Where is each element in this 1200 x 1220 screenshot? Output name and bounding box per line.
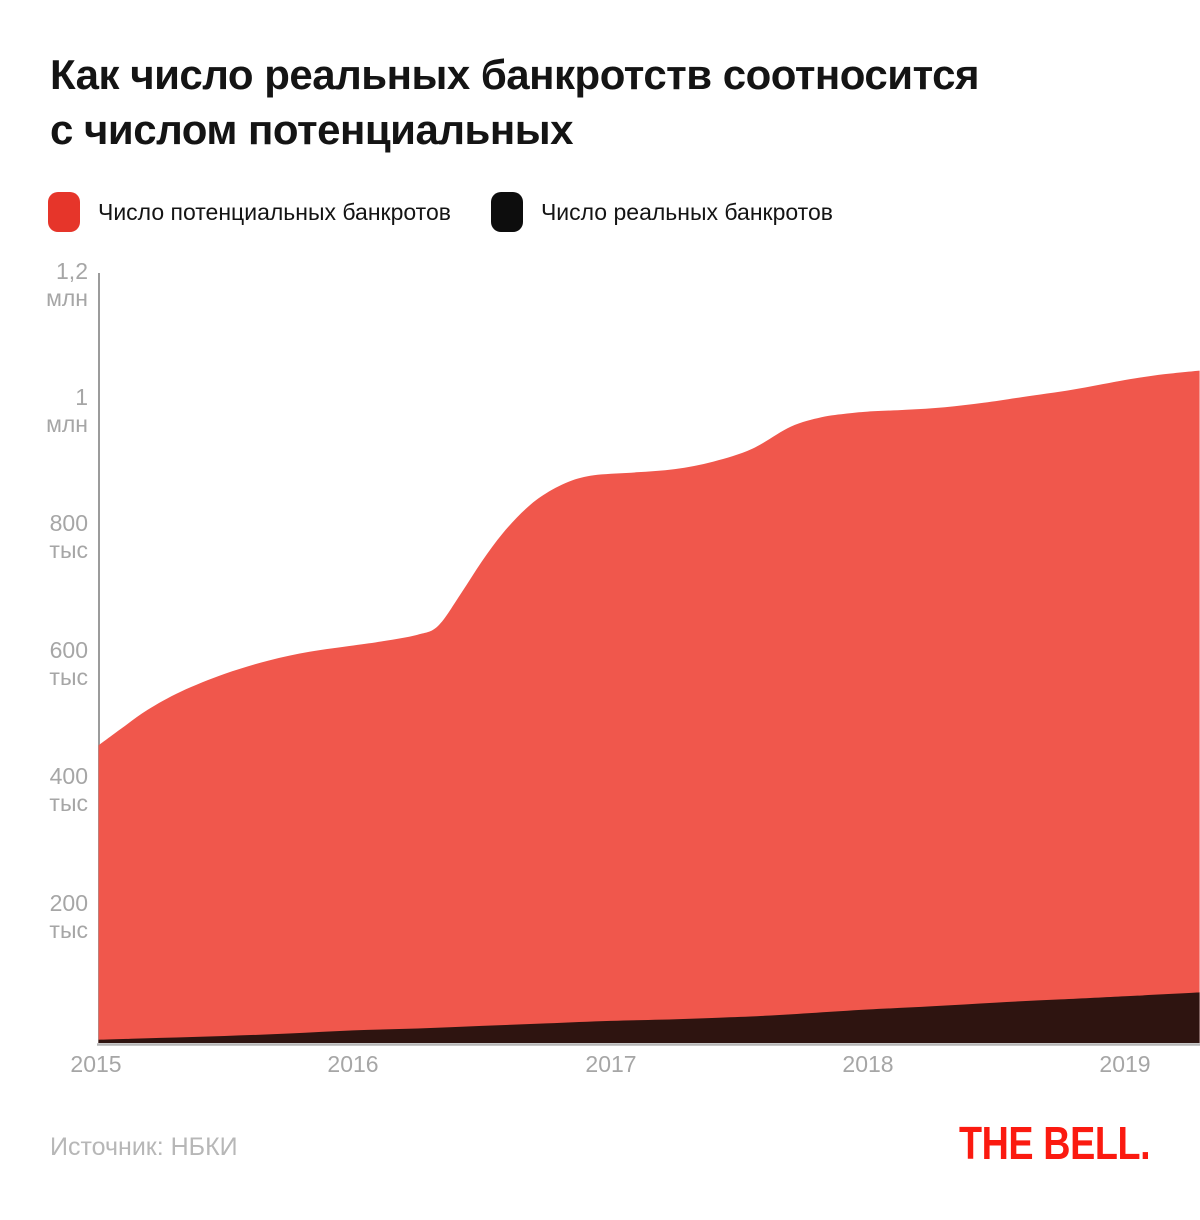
title-line-2: с числом потенциальных xyxy=(50,106,573,153)
real-bankrupts-area xyxy=(98,992,1200,1043)
y-tick-label: 800 тыс xyxy=(49,510,88,563)
x-tick-label: 2017 xyxy=(585,1051,637,1077)
x-tick-label: 2018 xyxy=(842,1051,894,1077)
legend-swatch-red xyxy=(48,192,80,232)
title-line-1: Как число реальных банкротств соотноситс… xyxy=(50,51,979,98)
potential-bankrupts-area xyxy=(98,370,1200,1044)
x-tick-label: 2016 xyxy=(327,1051,379,1077)
legend-label-real: Число реальных банкротов xyxy=(540,198,833,225)
y-tick-label: 1 млн xyxy=(46,384,88,437)
page-title: Как число реальных банкротств соотноситс… xyxy=(50,47,1150,157)
y-tick-label: 1,2 млн xyxy=(46,258,88,311)
y-tick-label: 400 тыс xyxy=(49,763,88,816)
source-note: Источник: НБКИ xyxy=(50,1133,238,1161)
x-tick-label: 2015 xyxy=(70,1051,122,1077)
y-tick-label: 200 тыс xyxy=(49,890,88,943)
the-bell-logo: THE BELL. xyxy=(958,1117,1151,1169)
y-tick-label: 600 тыс xyxy=(49,637,88,690)
legend-swatch-black xyxy=(490,192,523,232)
legend-item-potential: Число потенциальных банкротов xyxy=(48,192,451,232)
legend-item-real: Число реальных банкротов xyxy=(490,192,833,232)
legend: Число потенциальных банкротов Число реал… xyxy=(48,192,833,232)
x-tick-label: 2019 xyxy=(1099,1051,1151,1077)
legend-label-potential: Число потенциальных банкротов xyxy=(98,198,451,225)
